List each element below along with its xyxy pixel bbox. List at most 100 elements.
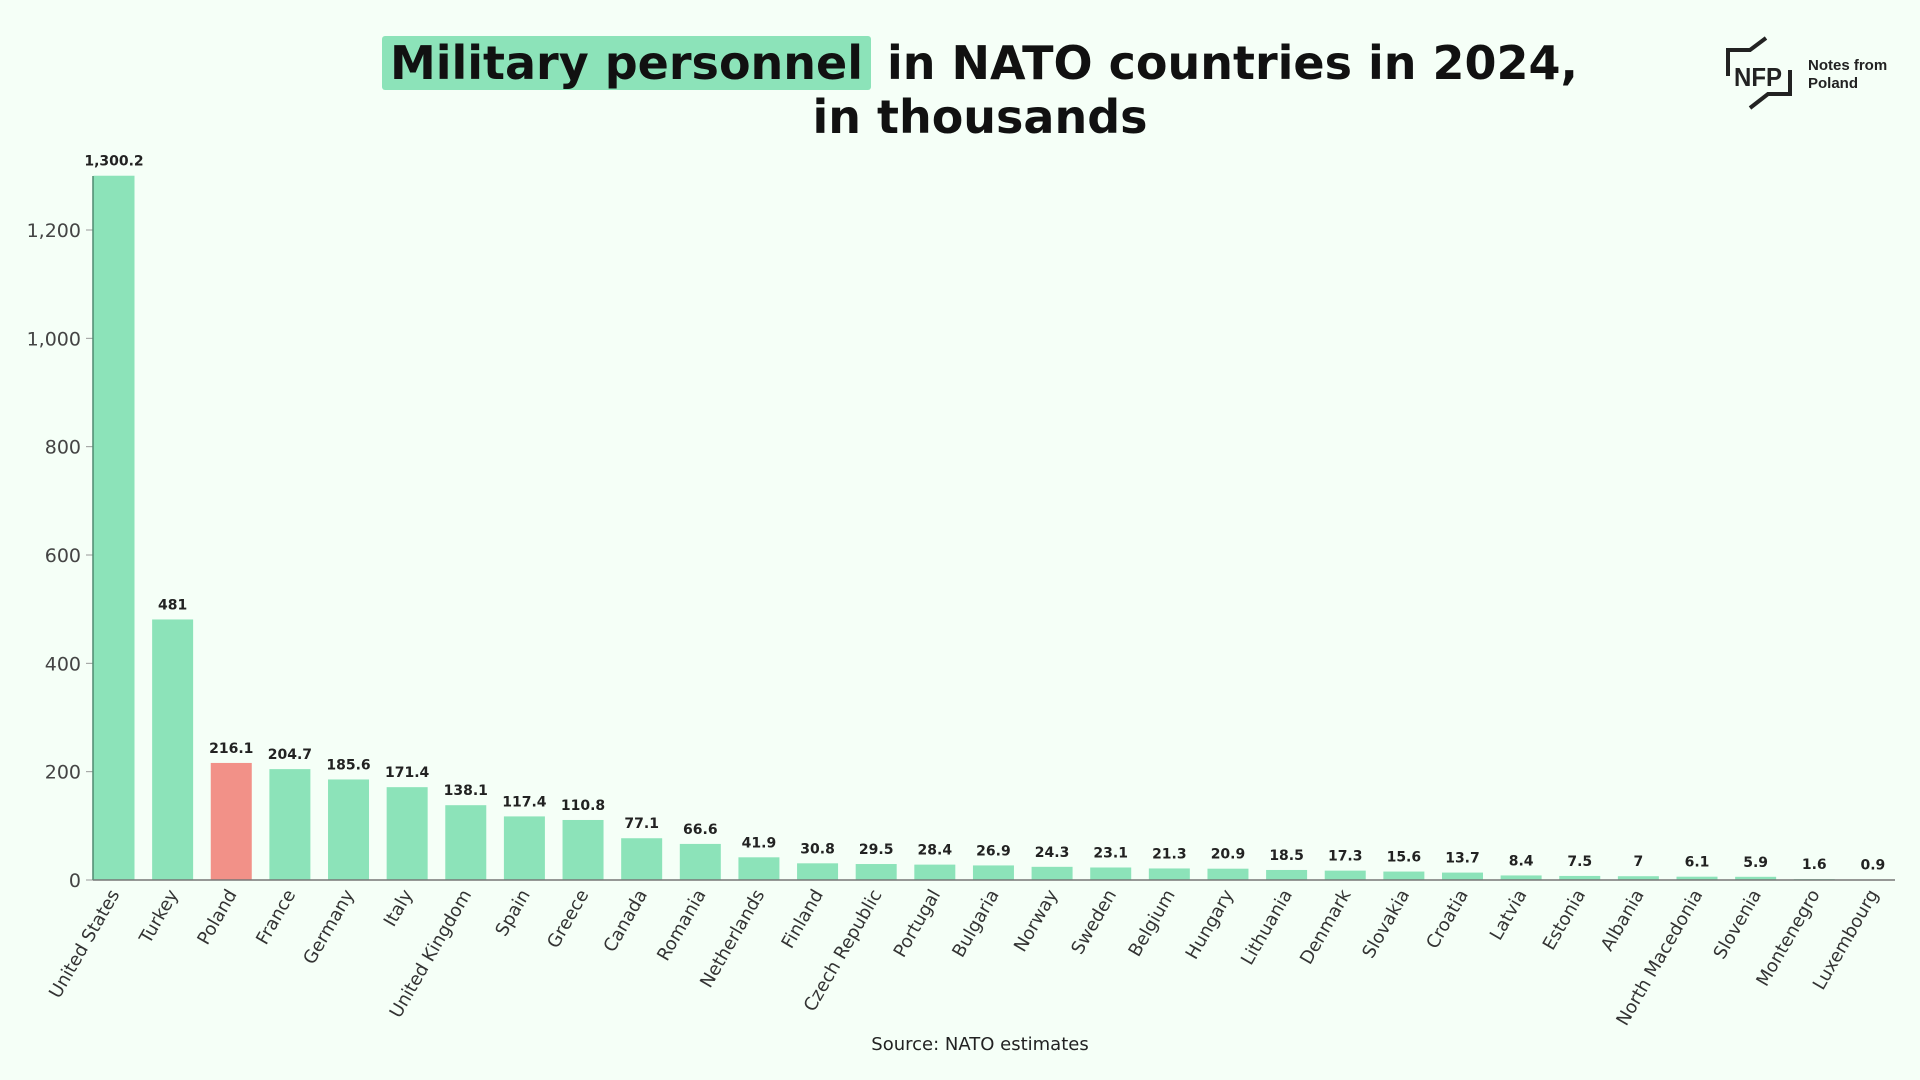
x-tick-label: Denmark: [1296, 886, 1356, 969]
x-tick-label: Hungary: [1182, 886, 1239, 963]
x-tick-label: Germany: [299, 886, 359, 968]
x-tick-label: Slovakia: [1358, 886, 1414, 962]
data-label: 20.9: [1211, 847, 1246, 863]
chart-title: Military personnel in NATO countries in …: [0, 36, 1920, 144]
bar: [1266, 869, 1308, 880]
x-tick-label: Canada: [600, 886, 652, 956]
bar: [152, 619, 194, 880]
svg-text:NFP: NFP: [1734, 62, 1782, 92]
x-tick-label: Sweden: [1067, 886, 1121, 958]
x-tick-label: Greece: [543, 886, 593, 952]
bar: [972, 865, 1014, 880]
x-tick-label: France: [252, 886, 300, 948]
data-label: 15.6: [1387, 850, 1422, 866]
bar: [210, 762, 252, 880]
y-tick-label: 400: [45, 653, 81, 675]
bar: [1324, 870, 1366, 880]
x-tick-label: Croatia: [1422, 886, 1473, 953]
bar: [1617, 876, 1659, 880]
x-tick-label: Finland: [778, 886, 828, 952]
bar: [445, 805, 487, 880]
bar: [621, 838, 663, 880]
data-label: 6.1: [1685, 855, 1710, 871]
title-highlight: Military personnel: [381, 36, 872, 90]
data-label: 185.6: [326, 757, 370, 773]
x-tick-label: Latvia: [1486, 886, 1532, 944]
x-tick-label: Estonia: [1539, 886, 1590, 954]
data-label: 28.4: [918, 843, 953, 859]
data-label: 29.5: [859, 842, 894, 858]
bar: [1090, 867, 1132, 880]
bar: [562, 819, 604, 880]
x-tick-label: Spain: [491, 886, 534, 940]
data-label: 8.4: [1509, 853, 1534, 869]
data-label: 1,300.2: [84, 154, 143, 170]
x-tick-label: Turkey: [135, 886, 183, 948]
data-label: 204.7: [268, 747, 312, 763]
title-line1: in NATO countries in 2024,: [871, 36, 1579, 90]
data-label: 1.6: [1802, 857, 1827, 873]
data-label: 7: [1634, 854, 1644, 870]
x-tick-label: Lithuania: [1237, 886, 1297, 969]
bar: [1031, 866, 1073, 880]
data-label: 23.1: [1093, 845, 1128, 861]
x-tick-label: Norway: [1010, 886, 1063, 956]
data-label: 171.4: [385, 765, 430, 781]
x-tick-label: Romania: [653, 886, 711, 965]
svg-text:Poland: Poland: [1808, 75, 1858, 92]
x-tick-label: United States: [45, 886, 124, 1002]
bar: [1500, 875, 1542, 880]
x-tick-label: Albania: [1597, 886, 1649, 955]
data-label: 117.4: [502, 794, 547, 810]
bar: [1735, 876, 1777, 880]
bar: [93, 175, 135, 881]
data-label: 66.6: [683, 822, 718, 838]
data-label: 26.9: [976, 843, 1011, 859]
data-label: 30.8: [800, 841, 835, 857]
x-tick-label: Bulgaria: [948, 886, 1004, 961]
bar: [1383, 871, 1425, 880]
x-tick-label: Italy: [380, 886, 418, 931]
bar: [328, 779, 370, 880]
bar: [679, 843, 721, 880]
data-label: 110.8: [561, 798, 605, 814]
data-label: 0.9: [1860, 858, 1885, 874]
bar: [1676, 876, 1718, 880]
data-label: 7.5: [1567, 854, 1592, 870]
data-label: 5.9: [1743, 855, 1768, 871]
x-tick-label: Belgium: [1125, 886, 1180, 960]
data-label: 17.3: [1328, 849, 1363, 865]
source-note: Source: NATO estimates: [871, 1034, 1089, 1055]
title-line2: in thousands: [812, 90, 1148, 144]
x-tick-label: Portugal: [890, 886, 945, 961]
bar: [797, 863, 839, 880]
svg-text:Notes from: Notes from: [1808, 57, 1887, 74]
data-label: 18.5: [1269, 848, 1304, 864]
bar: [1559, 875, 1601, 880]
y-tick-label: 1,000: [27, 328, 81, 350]
y-tick-label: 600: [45, 545, 81, 567]
y-tick-label: 1,200: [27, 220, 81, 242]
bar: [914, 864, 956, 880]
bar: [269, 769, 311, 880]
data-label: 13.7: [1445, 851, 1480, 867]
data-label: 24.3: [1035, 845, 1070, 861]
bar: [855, 864, 897, 880]
x-tick-label: Poland: [193, 886, 241, 949]
y-tick-label: 200: [45, 762, 81, 784]
y-tick-label: 0: [69, 870, 81, 892]
data-label: 77.1: [624, 816, 659, 832]
bar: [1441, 872, 1483, 880]
nfp-logo: NFP Notes from Poland: [1720, 30, 1920, 110]
data-label: 138.1: [444, 783, 488, 799]
bar: [1207, 868, 1249, 880]
y-tick-label: 800: [45, 437, 81, 459]
data-label: 21.3: [1152, 846, 1187, 862]
data-label: 216.1: [209, 741, 253, 757]
x-tick-label: Slovenia: [1709, 886, 1765, 963]
data-label: 41.9: [742, 835, 777, 851]
data-label: 481: [158, 597, 187, 613]
bar: [503, 816, 545, 880]
bar: [1148, 868, 1190, 880]
